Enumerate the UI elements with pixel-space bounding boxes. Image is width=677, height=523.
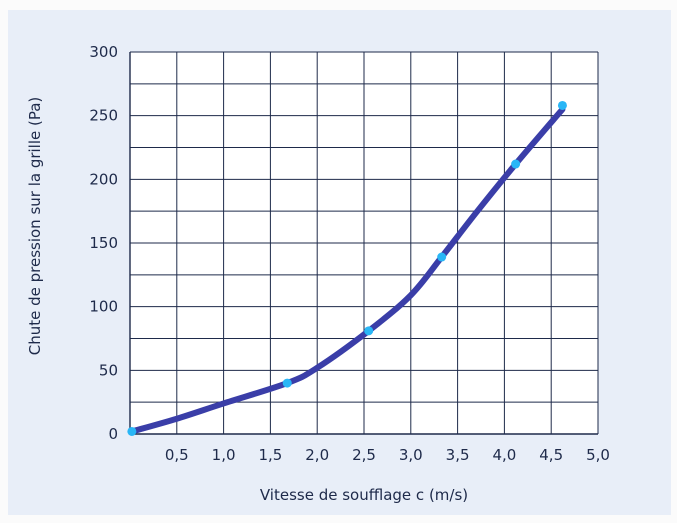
y-tick-label: 0 (108, 425, 118, 443)
data-point (557, 100, 567, 110)
x-tick-label: 3,5 (446, 446, 470, 464)
data-point (127, 426, 137, 436)
x-tick-label: 2,0 (305, 446, 329, 464)
x-tick-label: 3,0 (399, 446, 423, 464)
y-tick-label: 200 (89, 170, 118, 188)
grid (130, 52, 599, 434)
y-tick-label: 150 (89, 234, 118, 252)
y-tick-label: 300 (89, 43, 118, 61)
x-axis-label: Vitesse de soufflage c (m/s) (260, 486, 468, 504)
data-point (437, 252, 447, 262)
line-chart: 0 50 100 150 200 250 300 0,5 1,0 1,5 2,0 2,5 3,0 3,5… (26, 43, 610, 504)
data-point (282, 378, 292, 388)
x-tick-label: 5,0 (586, 446, 610, 464)
y-tick-label: 100 (89, 298, 118, 316)
chart-panel: 0 50 100 150 200 250 300 0,5 1,0 1,5 2,0 2,5 3,0 3,5… (8, 10, 671, 515)
x-tick-label: 2,5 (352, 446, 376, 464)
y-tick-label: 250 (89, 107, 118, 125)
y-axis-label: Chute de pression sur la grille (Pa) (26, 97, 44, 356)
axes (129, 51, 598, 435)
series (127, 100, 567, 436)
x-tick-label: 1,0 (212, 446, 236, 464)
data-point (511, 159, 521, 169)
x-tick-label: 4,5 (539, 446, 563, 464)
y-tick-labels: 0 50 100 150 200 250 300 (89, 43, 118, 443)
x-tick-labels: 0,5 1,0 1,5 2,0 2,5 3,0 3,5 4,0 4,5 5,0 (165, 446, 610, 464)
data-point (364, 326, 374, 336)
y-tick-label: 50 (99, 361, 118, 379)
x-tick-label: 1,5 (258, 446, 282, 464)
x-tick-label: 0,5 (165, 446, 189, 464)
x-tick-label: 4,0 (492, 446, 516, 464)
